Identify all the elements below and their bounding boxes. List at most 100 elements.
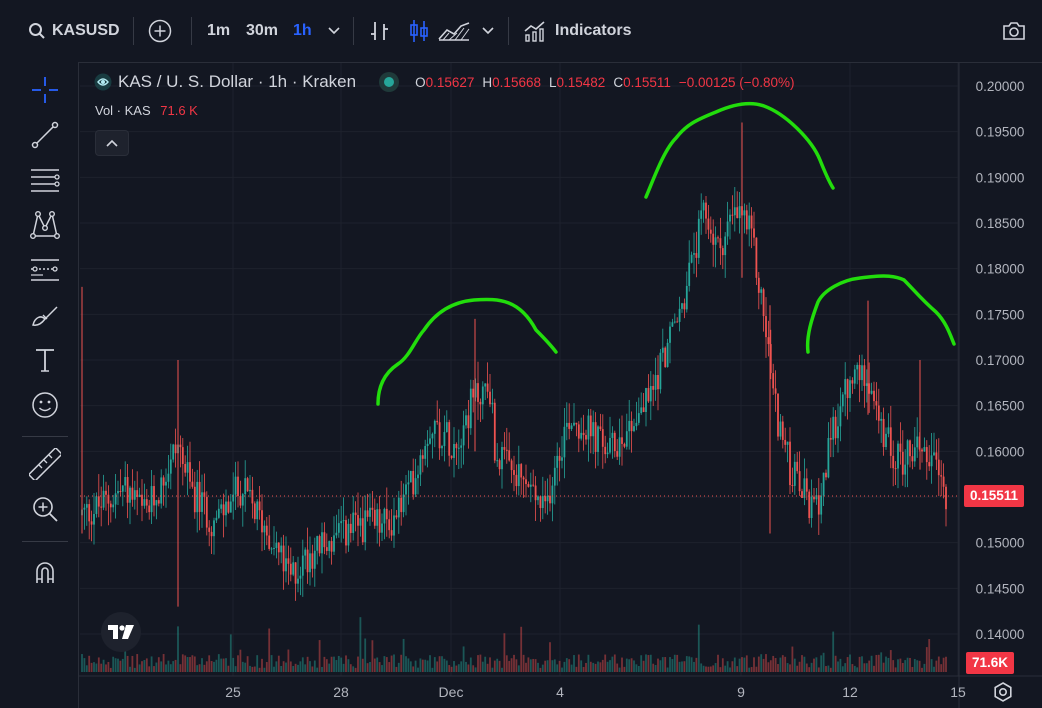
tradingview-logo[interactable] (101, 612, 141, 652)
timeframe-1m[interactable]: 1m (207, 22, 231, 39)
volume-bar (549, 642, 551, 672)
volume-bar (671, 659, 674, 672)
zoom-in-icon (33, 497, 58, 522)
candle-body (155, 500, 158, 506)
volume-bar (241, 661, 244, 672)
volume-bar (637, 665, 640, 672)
timeframe-30m[interactable]: 30m (246, 22, 279, 39)
candles-chart-type-button[interactable] (408, 0, 430, 62)
candle-body (522, 477, 525, 480)
candle-body (498, 460, 501, 470)
volume-bar (580, 660, 583, 672)
candle-body (769, 344, 772, 374)
volume-bar (349, 664, 352, 672)
volume-bar (275, 661, 278, 672)
volume-bar (517, 665, 520, 672)
magnet-tool[interactable] (21, 554, 69, 590)
candle-body (657, 375, 659, 390)
volume-bar (731, 661, 734, 672)
zoom-in-tool[interactable] (21, 491, 69, 527)
candle-body (373, 509, 376, 526)
volume-bar (477, 655, 479, 672)
candle-body (923, 447, 926, 452)
symbol-title[interactable]: KAS / U. S. Dollar · 1h · Kraken (118, 72, 357, 91)
candle-body (388, 519, 391, 531)
candle-body (609, 437, 611, 453)
volume-legend[interactable]: Vol · KAS 71.6 K (95, 103, 198, 118)
eye-icon[interactable] (94, 73, 112, 91)
price-tick-label: 0.14000 (976, 627, 1025, 642)
volume-bar (822, 652, 825, 672)
candle-body (803, 478, 806, 498)
candle-body (589, 415, 592, 437)
collapse-legend-button[interactable] (95, 130, 129, 156)
candle-body (393, 515, 395, 536)
candle-body (621, 437, 623, 444)
candle-body (736, 207, 739, 219)
volume-bar (409, 661, 412, 672)
candle-body (208, 527, 211, 532)
candle-body (546, 495, 549, 502)
fib-tool[interactable] (21, 162, 69, 198)
camera-icon (1003, 22, 1025, 40)
brush-tool[interactable] (21, 298, 69, 334)
candle-body (724, 236, 727, 256)
candle-body (520, 464, 523, 478)
volume-bar (177, 626, 179, 672)
candle-body (681, 303, 683, 309)
volume-bar (529, 659, 532, 672)
candle-body (186, 462, 189, 473)
volume-bar (105, 664, 107, 672)
volume-bar (724, 665, 727, 672)
volume-bar (330, 656, 333, 672)
pattern-tool[interactable] (21, 206, 69, 242)
volume-bar (191, 655, 194, 672)
text-tool[interactable] (21, 342, 69, 378)
indicators-button[interactable]: Indicators (523, 0, 631, 62)
candle-body (167, 473, 170, 482)
candle-body (354, 512, 357, 516)
candle-body (294, 562, 297, 584)
volume-bar (270, 655, 273, 672)
crosshair-icon (32, 77, 58, 103)
candle-body (669, 326, 671, 343)
volume-bar (508, 660, 511, 672)
time-tick-label: 28 (333, 684, 349, 700)
chart-type-dropdown[interactable] (481, 0, 495, 62)
timeframe-dropdown[interactable] (327, 0, 341, 62)
candle-body (849, 380, 851, 399)
candle-body (868, 383, 871, 394)
forecast-tool[interactable] (21, 252, 69, 288)
candle-body (930, 455, 933, 467)
trend-line-tool[interactable] (21, 117, 69, 153)
candle-body (181, 447, 184, 464)
candle-body (273, 548, 275, 550)
area-chart-type-button[interactable] (437, 0, 471, 62)
volume-bar (138, 664, 141, 672)
volume-bar (865, 663, 868, 672)
volume-bar (129, 666, 131, 672)
candle-body (150, 486, 153, 513)
bar-chart-type-button[interactable] (369, 0, 391, 62)
candle-body (357, 515, 359, 526)
chart-settings-button[interactable] (990, 680, 1016, 704)
crosshair-tool[interactable] (21, 72, 69, 108)
ruler-tool[interactable] (21, 446, 69, 482)
price-chart[interactable]: 0.20000 0.19500 0.19000 0.18500 0.18000 0.175… (79, 63, 1042, 708)
chart-pane[interactable]: 0.20000 0.19500 0.19000 0.18500 0.18000 0.175… (79, 63, 1042, 708)
volume-bar (597, 661, 599, 672)
snapshot-button[interactable] (1001, 0, 1027, 62)
compare-symbol-button[interactable] (148, 0, 172, 62)
candle-body (479, 401, 482, 405)
candle-body (313, 550, 316, 569)
volume-bar (193, 656, 196, 672)
emoji-tool[interactable] (21, 387, 69, 423)
candle-body (237, 476, 239, 497)
volume-bar (181, 654, 184, 672)
symbol-search[interactable]: KASUSD (28, 0, 120, 62)
volume-bar (863, 663, 866, 672)
candle-body (198, 481, 201, 512)
volume-bar (145, 658, 148, 672)
timeframe-1h[interactable]: 1h (293, 22, 312, 39)
candle-body (376, 509, 379, 526)
